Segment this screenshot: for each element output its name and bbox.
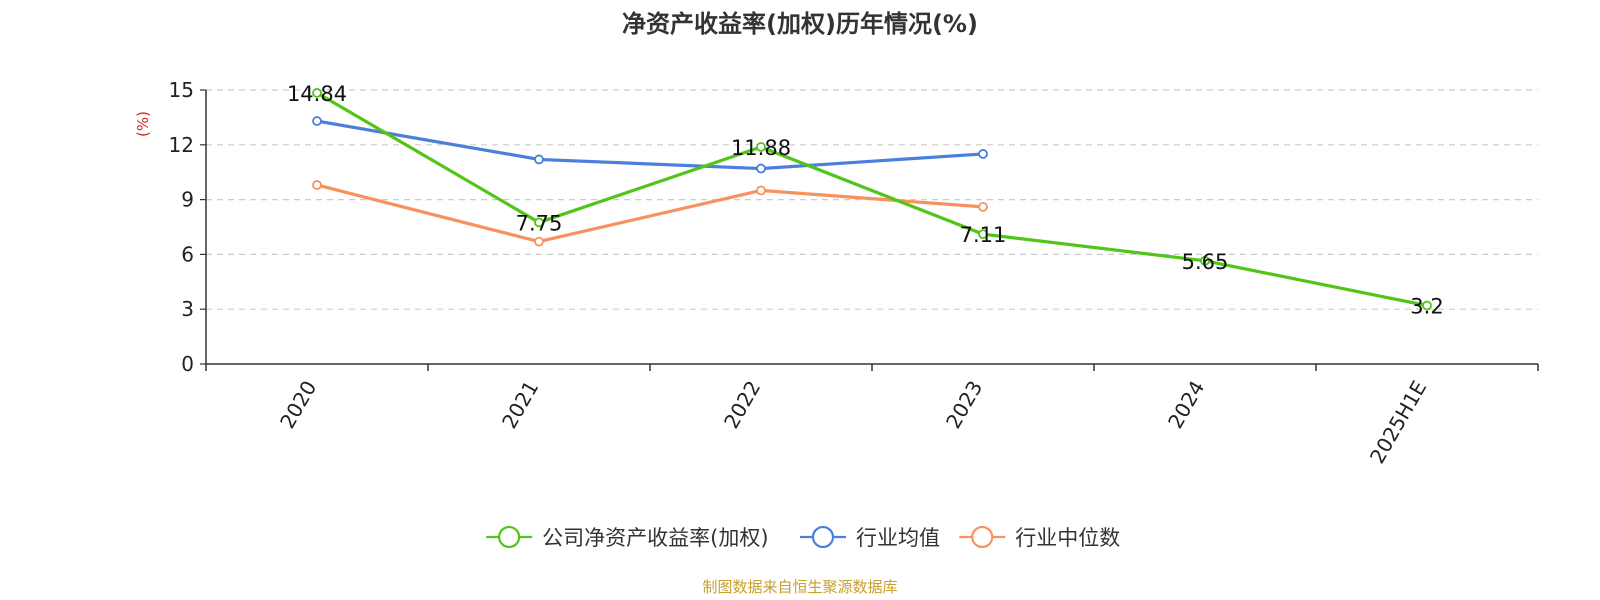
series-point [756,185,766,196]
series-point [534,217,544,228]
legend-label: 行业中位数 [1015,526,1120,550]
series-lines [312,88,1432,311]
series-point [312,180,322,190]
series-point [978,202,988,212]
x-tick-label: 2021 [497,377,543,433]
series-line [316,91,1428,308]
chart-title: 净资产收益率(加权)历年情况(%) [622,10,978,38]
series-point [534,236,544,247]
series-point [756,163,766,174]
y-tick-label: 9 [181,188,194,212]
y-tick-label: 6 [181,242,194,266]
series-point [756,142,766,152]
axes: 0 3 6 9 12 15 2020 2021 2022 2023 2024 2025H1E [169,78,1539,468]
legend-marker-icon [498,525,521,549]
legend-item[interactable]: 行业中位数 [959,525,1120,550]
x-tick-label: 2022 [719,377,765,433]
series-line [316,119,984,171]
data-label: 3.2 [1410,295,1443,319]
y-axis-unit-label: (%) [134,111,152,137]
data-labels: 14.84 7.75 11.88 7.11 5.65 3.2 [287,82,1444,319]
series-point [1422,300,1432,311]
legend-label: 行业均值 [856,526,940,550]
legend-marker-icon [971,525,994,549]
series-line [316,183,984,244]
series-point [534,154,544,165]
series-point [978,149,988,159]
data-label: 11.88 [731,136,791,160]
x-tick-label: 2020 [275,377,321,433]
x-tick-label: 2025H1E [1365,377,1431,468]
data-label: 5.65 [1182,250,1229,274]
y-tick-label: 12 [169,133,194,157]
x-tick-label: 2023 [941,377,987,433]
source-note: 制图数据来自恒生聚源数据库 [702,578,897,596]
legend[interactable]: 公司净资产收益率(加权) 行业均值 行业中位数 [486,525,1120,550]
x-tick-label: 2024 [1163,377,1209,433]
legend-item[interactable]: 行业均值 [799,525,940,550]
legend-label: 公司净资产收益率(加权) [542,526,768,550]
series-point [312,88,322,98]
y-tick-label: 3 [181,297,194,321]
data-label: 7.11 [960,223,1007,247]
y-tick-label: 15 [169,78,194,102]
data-label: 7.75 [516,211,563,235]
series-point [312,116,322,126]
data-label: 14.84 [287,82,347,106]
series-point [978,229,988,240]
legend-item[interactable]: 公司净资产收益率(加权) [486,525,769,550]
y-tick-label: 0 [181,352,194,376]
series-point [1200,255,1210,266]
legend-marker-icon [811,525,835,549]
